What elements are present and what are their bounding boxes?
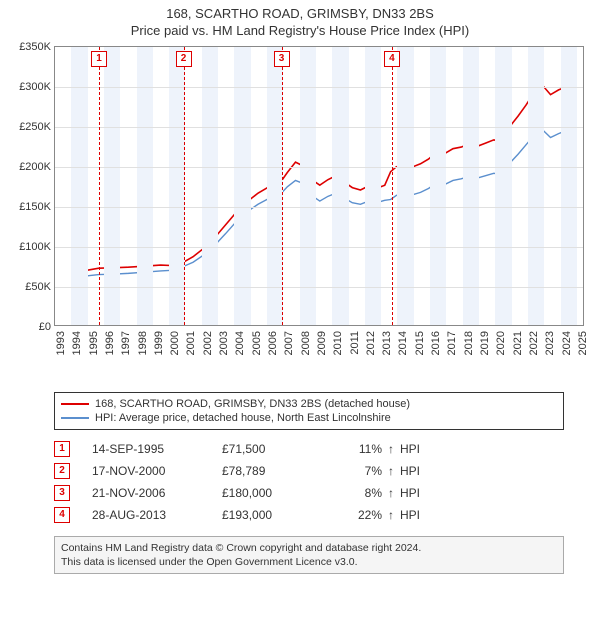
transaction-row-marker: 3 [54,485,70,501]
footer-line2: This data is licensed under the Open Gov… [61,555,557,569]
year-band [365,47,381,325]
year-band [234,47,250,325]
transaction-marker: 2 [176,51,192,67]
transaction-row: 3 21-NOV-2006£180,0008%↑HPI [54,482,564,504]
transaction-pct: 11% [332,442,382,456]
transaction-date: 14-SEP-1995 [92,442,222,456]
y-gridline [55,287,583,288]
transaction-marker: 4 [384,51,400,67]
y-tick-label: £50K [13,281,51,293]
transaction-price: £180,000 [222,486,332,500]
legend-label: 168, SCARTHO ROAD, GRIMSBY, DN33 2BS (de… [95,398,410,410]
transaction-vline [392,47,393,325]
legend-swatch [61,403,89,405]
transaction-pct: 8% [332,486,382,500]
transaction-vline [282,47,283,325]
transaction-price: £71,500 [222,442,332,456]
transaction-hpi-suffix: HPI [400,464,440,478]
y-gridline [55,127,583,128]
footer-line1: Contains HM Land Registry data © Crown c… [61,541,557,555]
y-gridline [55,207,583,208]
chart-title-block: 168, SCARTHO ROAD, GRIMSBY, DN33 2BS Pri… [0,0,600,42]
transaction-date: 17-NOV-2000 [92,464,222,478]
legend-row: HPI: Average price, detached house, Nort… [61,411,557,425]
plot-area: £0£50K£100K£150K£200K£250K£300K£350K1993… [54,46,584,326]
transaction-row-marker: 1 [54,441,70,457]
legend-label: HPI: Average price, detached house, Nort… [95,412,391,424]
year-band [561,47,577,325]
year-band [71,47,87,325]
y-gridline [55,167,583,168]
transaction-date: 28-AUG-2013 [92,508,222,522]
transaction-date: 21-NOV-2006 [92,486,222,500]
y-tick-label: £200K [13,161,51,173]
transaction-hpi-suffix: HPI [400,486,440,500]
title-subtitle: Price paid vs. HM Land Registry's House … [0,23,600,40]
up-arrow-icon: ↑ [382,464,400,478]
y-tick-label: £0 [13,321,51,333]
transaction-marker: 3 [274,51,290,67]
transaction-row: 1 14-SEP-1995£71,50011%↑HPI [54,438,564,460]
y-tick-label: £100K [13,241,51,253]
chart-area: £0£50K£100K£150K£200K£250K£300K£350K1993… [36,46,596,356]
y-tick-label: £150K [13,201,51,213]
transaction-row-marker: 2 [54,463,70,479]
up-arrow-icon: ↑ [382,486,400,500]
year-band [202,47,218,325]
transaction-row: 2 17-NOV-2000£78,7897%↑HPI [54,460,564,482]
y-tick-label: £350K [13,41,51,53]
y-gridline [55,247,583,248]
transaction-hpi-suffix: HPI [400,442,440,456]
year-band [137,47,153,325]
up-arrow-icon: ↑ [382,442,400,456]
y-tick-label: £300K [13,81,51,93]
transaction-row: 4 28-AUG-2013£193,00022%↑HPI [54,504,564,526]
transaction-vline [184,47,185,325]
legend-row: 168, SCARTHO ROAD, GRIMSBY, DN33 2BS (de… [61,397,557,411]
year-band [463,47,479,325]
title-address: 168, SCARTHO ROAD, GRIMSBY, DN33 2BS [0,6,600,23]
year-band [104,47,120,325]
year-band [495,47,511,325]
legend-swatch [61,417,89,419]
year-band [397,47,413,325]
attribution-footer: Contains HM Land Registry data © Crown c… [54,536,564,574]
transaction-marker: 1 [91,51,107,67]
transaction-hpi-suffix: HPI [400,508,440,522]
transaction-price: £193,000 [222,508,332,522]
year-band [300,47,316,325]
transaction-pct: 7% [332,464,382,478]
legend-box: 168, SCARTHO ROAD, GRIMSBY, DN33 2BS (de… [54,392,564,430]
transactions-table: 114-SEP-1995£71,50011%↑HPI217-NOV-2000£7… [54,438,564,526]
y-gridline [55,87,583,88]
year-band [430,47,446,325]
year-band [332,47,348,325]
transaction-price: £78,789 [222,464,332,478]
transaction-row-marker: 4 [54,507,70,523]
transaction-vline [99,47,100,325]
y-tick-label: £250K [13,121,51,133]
transaction-pct: 22% [332,508,382,522]
year-band [528,47,544,325]
up-arrow-icon: ↑ [382,508,400,522]
